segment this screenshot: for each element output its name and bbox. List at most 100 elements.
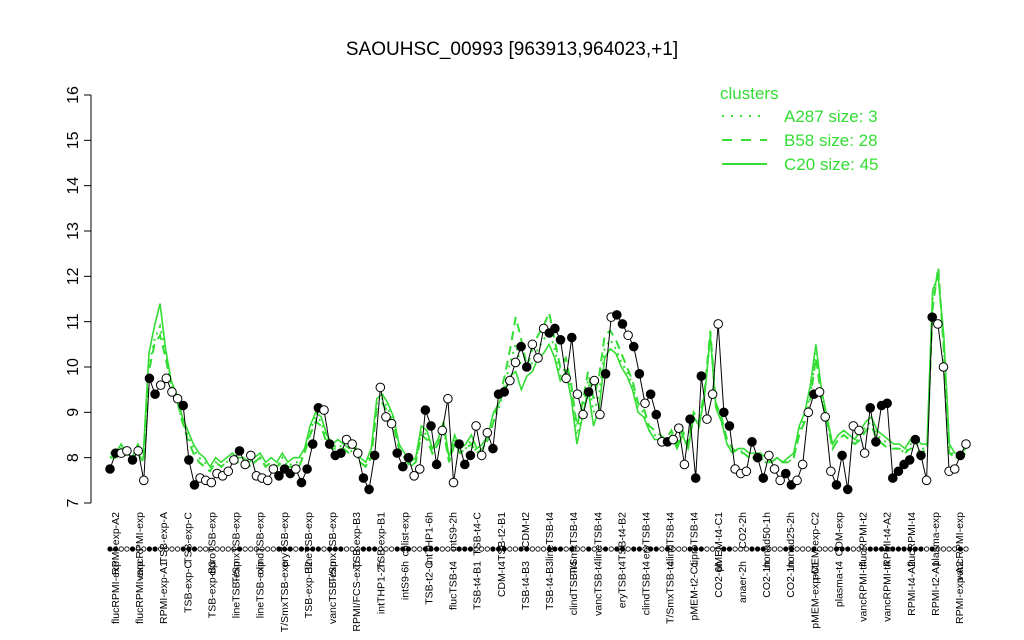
x-tick-label: T/SmxTSB-exp xyxy=(231,512,243,583)
legend: clusters A287 size: 3 B58 size: 28 C20 siz… xyxy=(720,84,879,174)
legend-label: A287 size: 3 xyxy=(784,107,878,126)
data-point xyxy=(803,407,814,418)
data-point xyxy=(685,414,695,424)
rug-mark xyxy=(918,546,924,552)
rug-mark xyxy=(242,546,248,552)
rug-mark xyxy=(681,546,688,552)
data-point xyxy=(476,450,487,461)
rug-mark xyxy=(118,546,124,552)
rug-mark xyxy=(602,546,609,552)
x-tick-label: CDM-exp xyxy=(833,512,845,556)
data-point xyxy=(668,434,678,445)
rug-mark xyxy=(253,546,260,552)
rug-mark xyxy=(135,546,141,552)
data-point xyxy=(865,403,876,413)
data-point xyxy=(398,461,408,472)
data-point xyxy=(262,475,273,486)
x-tick-label: CDM-t2 xyxy=(520,512,532,548)
data-point xyxy=(854,425,864,436)
data-point xyxy=(302,464,312,474)
data-point xyxy=(189,480,200,490)
rug-mark xyxy=(141,546,147,552)
rug-mark xyxy=(676,546,682,552)
data-point xyxy=(859,448,870,458)
x-tick-label: clindTSB-t4 xyxy=(641,561,653,615)
data-point xyxy=(640,398,650,409)
rug-mark xyxy=(704,546,710,552)
x-tick-label: intS9-2h xyxy=(448,512,460,551)
rug-mark xyxy=(225,546,231,552)
rug-mark xyxy=(822,546,828,552)
data-point xyxy=(561,373,571,384)
rug-mark xyxy=(388,546,395,552)
rug-mark xyxy=(197,546,203,552)
data-point xyxy=(679,459,690,470)
data-point xyxy=(307,439,318,449)
rug-mark xyxy=(828,546,834,552)
rug-mark xyxy=(946,546,952,552)
rug-mark xyxy=(586,546,592,552)
rug-mark xyxy=(293,546,299,552)
data-point xyxy=(673,423,684,434)
data-point xyxy=(938,362,949,372)
data-point xyxy=(420,405,431,415)
x-tick-label: lineTSB-exp xyxy=(231,561,243,618)
rug-mark xyxy=(524,546,530,552)
rug-mark xyxy=(878,546,885,552)
x-tick-label: vancRPMI-exp xyxy=(954,512,966,581)
data-point xyxy=(690,473,701,483)
x-tick-label: nonad50-1h xyxy=(761,512,773,568)
data-point xyxy=(814,387,825,397)
rug-mark xyxy=(203,546,209,552)
x-tick-label: TSB-t2-C xyxy=(423,561,435,605)
data-point xyxy=(882,398,892,409)
cluster-line-a287 xyxy=(109,271,967,469)
y-tick-label: 14 xyxy=(65,177,82,195)
data-point xyxy=(443,393,453,404)
x-tick-label: pMEM-exp-C2 xyxy=(809,512,821,580)
rug-mark xyxy=(180,546,186,552)
x-tick-label: vancRPMI-exp xyxy=(134,512,146,581)
rug-mark xyxy=(146,546,153,552)
rug-mark xyxy=(907,546,913,552)
data-point xyxy=(719,407,729,418)
data-point xyxy=(555,335,566,345)
data-point xyxy=(138,475,149,486)
data-point xyxy=(797,459,808,470)
x-tick-label: RPMI-t4-A2 xyxy=(906,561,918,616)
x-tick-label: flucRPMI-t2 xyxy=(858,512,870,567)
data-point xyxy=(296,477,307,488)
rug-mark xyxy=(377,546,383,552)
data-point xyxy=(336,448,346,458)
x-tick-label: CO2-2h xyxy=(737,512,749,549)
data-point xyxy=(459,459,470,470)
rug-mark xyxy=(653,546,659,552)
data-point xyxy=(392,448,403,458)
data-point xyxy=(499,387,510,397)
y-tick-label: 13 xyxy=(65,222,82,240)
rug-mark xyxy=(321,546,327,552)
rug-mark xyxy=(298,546,305,552)
rug-mark xyxy=(766,546,772,552)
x-tick-label: lineTSB-t4 xyxy=(544,512,556,561)
rug-mark xyxy=(726,546,733,552)
rug-mark xyxy=(372,546,378,552)
data-point xyxy=(921,475,932,486)
rug-mark xyxy=(169,546,175,552)
rug-mark xyxy=(664,546,671,552)
rug-mark xyxy=(698,546,704,552)
rug-mark xyxy=(343,546,350,552)
rug-mark xyxy=(760,546,766,552)
rug-mark xyxy=(783,546,789,552)
data-point xyxy=(578,409,588,420)
data-point xyxy=(437,425,448,436)
x-tick-label: TSB-exp-C xyxy=(182,561,194,613)
rug-mark xyxy=(310,546,316,552)
rug-mark xyxy=(501,546,507,552)
rug-mark xyxy=(276,546,282,552)
rug-mark xyxy=(833,546,840,552)
rug-mark xyxy=(495,546,502,552)
data-point xyxy=(916,450,926,461)
data-point xyxy=(240,459,250,470)
